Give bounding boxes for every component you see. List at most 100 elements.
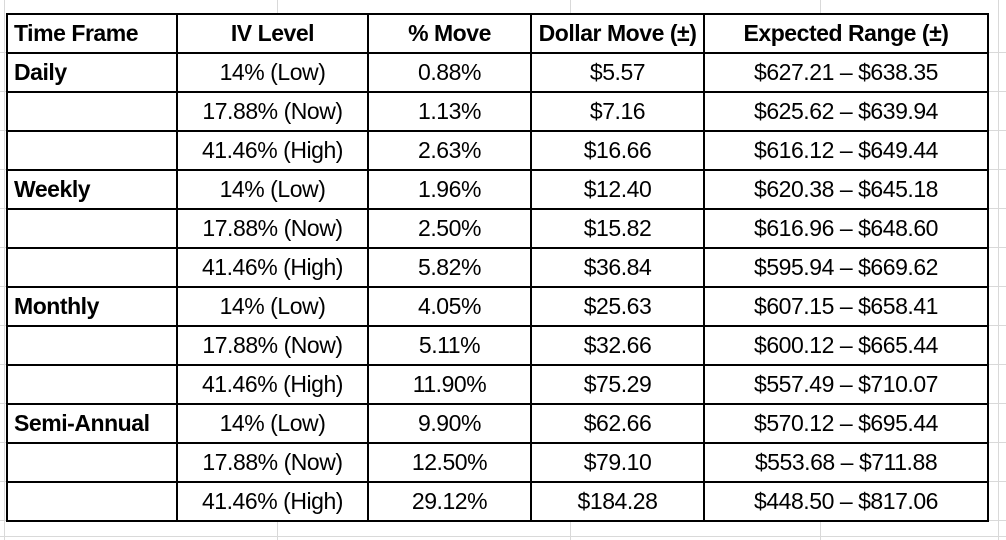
- gridline-horizontal: [987, 52, 1006, 53]
- gridline-horizontal: [987, 169, 1006, 170]
- cell-dollar-move[interactable]: $32.66: [530, 325, 705, 366]
- gridline-horizontal: [0, 208, 6, 209]
- table-row: Semi-Annual 14% (Low) 9.90% $62.66 $570.12 –…: [6, 403, 989, 444]
- cell-iv-level[interactable]: 17.88% (Now): [176, 442, 369, 483]
- gridline-horizontal: [987, 208, 1006, 209]
- cell-time-frame[interactable]: Monthly: [6, 286, 178, 327]
- cell-expected-range[interactable]: $557.49 – $710.07: [703, 364, 989, 405]
- iv-expected-move-table: Time Frame IV Level % Move Dollar Move (…: [6, 13, 989, 522]
- cell-pct-move[interactable]: 1.96%: [367, 169, 532, 210]
- cell-pct-move[interactable]: 12.50%: [367, 442, 532, 483]
- cell-dollar-move[interactable]: $184.28: [530, 481, 705, 522]
- gridline-horizontal: [0, 247, 6, 248]
- cell-dollar-move[interactable]: $5.57: [530, 52, 705, 93]
- cell-iv-level[interactable]: 14% (Low): [176, 286, 369, 327]
- cell-dollar-move[interactable]: $25.63: [530, 286, 705, 327]
- table-body: Daily 14% (Low) 0.88% $5.57 $627.21 – $638.3…: [6, 52, 989, 522]
- table-row: 41.46% (High) 11.90% $75.29 $557.49 – $710.…: [6, 364, 989, 405]
- cell-pct-move[interactable]: 29.12%: [367, 481, 532, 522]
- gridline-horizontal: [0, 52, 6, 53]
- cell-iv-level[interactable]: 14% (Low): [176, 52, 369, 93]
- table-row: 41.46% (High) 5.82% $36.84 $595.94 – $669.6…: [6, 247, 989, 288]
- cell-iv-level[interactable]: 17.88% (Now): [176, 325, 369, 366]
- gridline-horizontal: [0, 403, 6, 404]
- table-row: 41.46% (High) 29.12% $184.28 $448.50 – $817…: [6, 481, 989, 522]
- gridline-horizontal: [987, 442, 1006, 443]
- header-dollar-move[interactable]: Dollar Move (±): [530, 13, 705, 54]
- cell-expected-range[interactable]: $607.15 – $658.41: [703, 286, 989, 327]
- table-row: 41.46% (High) 2.63% $16.66 $616.12 – $649.4…: [6, 130, 989, 171]
- table-row: Monthly 14% (Low) 4.05% $25.63 $607.15 – $65…: [6, 286, 989, 327]
- cell-iv-level[interactable]: 41.46% (High): [176, 364, 369, 405]
- cell-dollar-move[interactable]: $7.16: [530, 91, 705, 132]
- table-row: 17.88% (Now) 12.50% $79.10 $553.68 – $711.8…: [6, 442, 989, 483]
- table-row: 17.88% (Now) 5.11% $32.66 $600.12 – $665.44: [6, 325, 989, 366]
- cell-time-frame[interactable]: Semi-Annual: [6, 403, 178, 444]
- cell-expected-range[interactable]: $600.12 – $665.44: [703, 325, 989, 366]
- cell-time-frame[interactable]: [6, 481, 178, 522]
- cell-time-frame[interactable]: [6, 91, 178, 132]
- cell-time-frame[interactable]: [6, 208, 178, 249]
- cell-expected-range[interactable]: $570.12 – $695.44: [703, 403, 989, 444]
- gridline-horizontal: [987, 130, 1006, 131]
- cell-iv-level[interactable]: 41.46% (High): [176, 481, 369, 522]
- cell-dollar-move[interactable]: $16.66: [530, 130, 705, 171]
- gridline-horizontal: [0, 325, 6, 326]
- cell-expected-range[interactable]: $625.62 – $639.94: [703, 91, 989, 132]
- cell-pct-move[interactable]: 2.63%: [367, 130, 532, 171]
- header-iv-level[interactable]: IV Level: [176, 13, 369, 54]
- cell-time-frame[interactable]: Daily: [6, 52, 178, 93]
- cell-time-frame[interactable]: [6, 247, 178, 288]
- cell-dollar-move[interactable]: $75.29: [530, 364, 705, 405]
- cell-pct-move[interactable]: 11.90%: [367, 364, 532, 405]
- gridline-horizontal: [987, 481, 1006, 482]
- gridline-horizontal: [987, 520, 1006, 521]
- table-row: 17.88% (Now) 2.50% $15.82 $616.96 – $648.60: [6, 208, 989, 249]
- cell-iv-level[interactable]: 17.88% (Now): [176, 91, 369, 132]
- cell-time-frame[interactable]: [6, 325, 178, 366]
- cell-dollar-move[interactable]: $12.40: [530, 169, 705, 210]
- cell-dollar-move[interactable]: $79.10: [530, 442, 705, 483]
- cell-dollar-move[interactable]: $15.82: [530, 208, 705, 249]
- cell-pct-move[interactable]: 9.90%: [367, 403, 532, 444]
- gridline-horizontal: [0, 520, 6, 521]
- cell-dollar-move[interactable]: $62.66: [530, 403, 705, 444]
- gridline-horizontal: [0, 286, 6, 287]
- gridline-horizontal: [0, 481, 6, 482]
- cell-expected-range[interactable]: $616.12 – $649.44: [703, 130, 989, 171]
- gridline-horizontal: [0, 169, 6, 170]
- cell-expected-range[interactable]: $616.96 – $648.60: [703, 208, 989, 249]
- gridline-horizontal: [987, 286, 1006, 287]
- cell-iv-level[interactable]: 17.88% (Now): [176, 208, 369, 249]
- cell-pct-move[interactable]: 0.88%: [367, 52, 532, 93]
- table-row: Weekly 14% (Low) 1.96% $12.40 $620.38 – $645…: [6, 169, 989, 210]
- cell-pct-move[interactable]: 2.50%: [367, 208, 532, 249]
- gridline-horizontal: [0, 91, 6, 92]
- header-pct-move[interactable]: % Move: [367, 13, 532, 54]
- cell-dollar-move[interactable]: $36.84: [530, 247, 705, 288]
- cell-time-frame[interactable]: [6, 364, 178, 405]
- cell-expected-range[interactable]: $553.68 – $711.88: [703, 442, 989, 483]
- cell-iv-level[interactable]: 14% (Low): [176, 403, 369, 444]
- cell-pct-move[interactable]: 5.82%: [367, 247, 532, 288]
- gridline-horizontal: [0, 364, 6, 365]
- cell-time-frame[interactable]: [6, 130, 178, 171]
- gridline-vertical: [998, 0, 999, 540]
- cell-expected-range[interactable]: $627.21 – $638.35: [703, 52, 989, 93]
- gridline-horizontal: [0, 442, 6, 443]
- cell-time-frame[interactable]: Weekly: [6, 169, 178, 210]
- cell-expected-range[interactable]: $620.38 – $645.18: [703, 169, 989, 210]
- header-time-frame[interactable]: Time Frame: [6, 13, 178, 54]
- cell-iv-level[interactable]: 14% (Low): [176, 169, 369, 210]
- header-expected-range[interactable]: Expected Range (±): [703, 13, 989, 54]
- cell-pct-move[interactable]: 4.05%: [367, 286, 532, 327]
- cell-time-frame[interactable]: [6, 442, 178, 483]
- cell-iv-level[interactable]: 41.46% (High): [176, 130, 369, 171]
- cell-expected-range[interactable]: $448.50 – $817.06: [703, 481, 989, 522]
- cell-pct-move[interactable]: 1.13%: [367, 91, 532, 132]
- cell-iv-level[interactable]: 41.46% (High): [176, 247, 369, 288]
- gridline-horizontal: [987, 91, 1006, 92]
- cell-expected-range[interactable]: $595.94 – $669.62: [703, 247, 989, 288]
- cell-pct-move[interactable]: 5.11%: [367, 325, 532, 366]
